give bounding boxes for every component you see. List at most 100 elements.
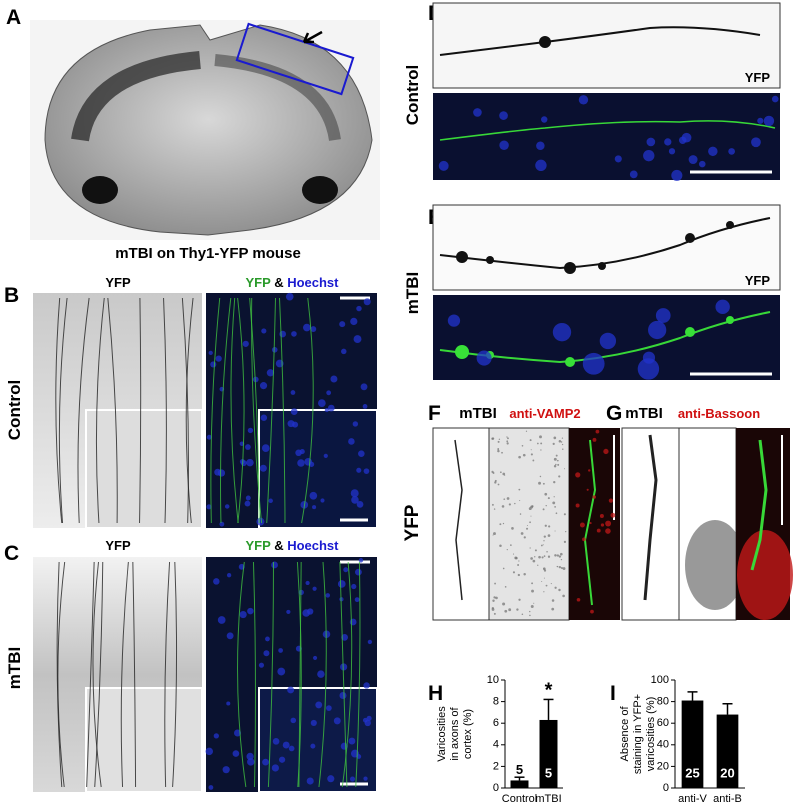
texture [558, 588, 561, 592]
column-title: anti-Bassoon [678, 406, 760, 421]
texture [582, 352, 605, 375]
texture [514, 502, 516, 505]
texture [493, 612, 496, 615]
texture [552, 322, 572, 342]
texture [555, 512, 558, 515]
texture [629, 170, 638, 179]
texture [605, 528, 611, 534]
n-label: 20 [720, 765, 734, 780]
texture [517, 573, 521, 577]
texture [547, 534, 551, 537]
texture [502, 602, 506, 606]
texture [542, 544, 544, 546]
image-label: YFP [745, 70, 771, 85]
texture [323, 453, 328, 458]
texture [532, 459, 535, 462]
texture [518, 488, 521, 491]
texture [213, 733, 219, 739]
x-tick-label: anti-V [678, 793, 707, 805]
texture [310, 719, 317, 726]
texture [305, 580, 310, 586]
cell-body [539, 36, 551, 48]
neurite [58, 297, 68, 524]
neurite [237, 297, 245, 524]
texture [362, 404, 368, 409]
texture [233, 729, 242, 737]
texture [668, 148, 676, 155]
texture [536, 141, 545, 151]
texture [279, 330, 287, 338]
texture [541, 116, 548, 123]
texture [353, 335, 362, 344]
texture [586, 488, 589, 491]
texture [526, 527, 529, 530]
hippocampus [71, 51, 201, 142]
texture [553, 496, 555, 498]
neurite [230, 297, 239, 524]
texture [543, 535, 546, 538]
texture [555, 454, 558, 457]
texture [364, 719, 371, 727]
texture [546, 550, 548, 553]
texture [339, 321, 346, 328]
texture [297, 459, 305, 467]
neurite [92, 561, 102, 788]
texture [506, 497, 510, 500]
neurite [296, 561, 302, 788]
texture [326, 390, 332, 396]
neurite [132, 561, 137, 788]
y-tick-label: 0 [493, 782, 499, 794]
texture [438, 160, 449, 171]
texture [551, 607, 555, 611]
title-part: Hoechst [287, 275, 339, 290]
stain [737, 530, 793, 620]
texture [341, 634, 349, 641]
texture [258, 662, 265, 668]
texture [367, 639, 373, 645]
caption: mTBI on Thy1-YFP mouse [115, 245, 301, 262]
texture [312, 505, 317, 510]
texture [590, 609, 594, 614]
texture [355, 568, 362, 576]
texture [642, 351, 656, 364]
texture [557, 463, 560, 466]
texture [554, 586, 557, 589]
texture [688, 155, 698, 165]
hippocampus [214, 54, 341, 142]
texture [208, 785, 214, 790]
texture [271, 346, 278, 353]
neurite [237, 561, 247, 788]
texture [599, 513, 604, 518]
y-axis-label: in axons of [449, 706, 461, 760]
row-label: mTBI [403, 272, 422, 315]
neurite [172, 561, 178, 788]
y-axis-label: staining in YFP+ [632, 694, 644, 774]
texture [608, 498, 613, 503]
texture [210, 361, 217, 368]
texture [545, 504, 547, 507]
texture [504, 609, 508, 613]
column-title: anti-VAMP2 [509, 406, 580, 421]
texture [715, 299, 730, 315]
texture [531, 582, 534, 585]
y-tick-label: 0 [663, 782, 669, 794]
micrograph [432, 204, 781, 291]
panel-label: H [428, 682, 443, 705]
texture [245, 444, 251, 450]
texture [643, 149, 655, 162]
neurite [163, 297, 167, 524]
texture [499, 140, 509, 150]
texture [261, 328, 267, 334]
texture [272, 738, 280, 745]
texture [263, 650, 270, 657]
texture [350, 489, 359, 498]
texture [540, 544, 543, 547]
micrograph [432, 2, 781, 89]
texture [232, 750, 240, 757]
texture [545, 584, 548, 587]
texture [560, 558, 563, 561]
texture [499, 111, 508, 120]
texture [575, 503, 580, 508]
neurite [107, 297, 118, 524]
texture [600, 523, 605, 527]
